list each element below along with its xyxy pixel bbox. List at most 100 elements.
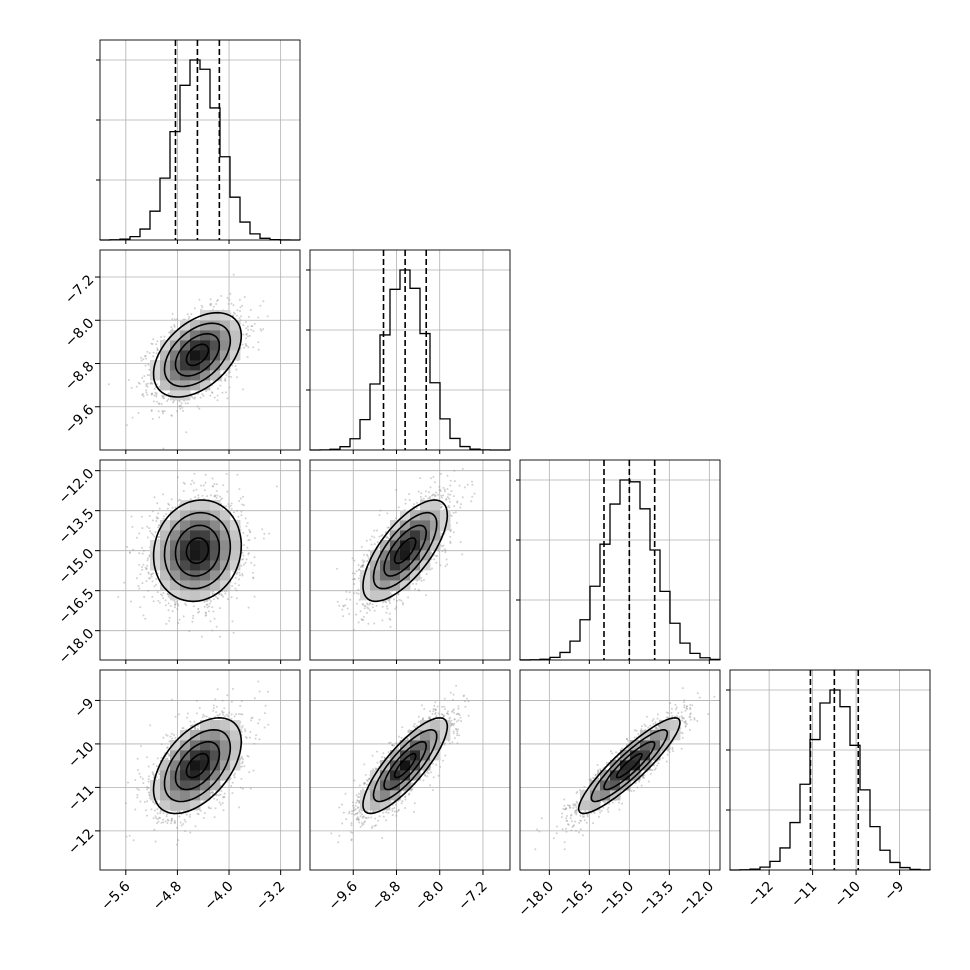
scatter-point (174, 715, 177, 718)
scatter-point (233, 774, 236, 777)
scatter-point (346, 607, 349, 610)
density-cell (610, 790, 621, 801)
density-cell (410, 730, 421, 741)
scatter-point (226, 598, 229, 601)
scatter-point (128, 834, 131, 837)
scatter-point (215, 496, 218, 499)
scatter-point (160, 593, 162, 596)
scatter-point (193, 307, 196, 310)
scatter-point (245, 736, 248, 739)
y-axis-4: −12−11−10−9 (65, 695, 100, 858)
scatter-point (439, 765, 442, 768)
scatter-point (171, 328, 174, 331)
scatter-point (363, 604, 366, 607)
scatter-point (375, 824, 377, 827)
scatter-point (368, 603, 371, 606)
panel-frame (99, 39, 301, 241)
scatter-point (449, 484, 452, 487)
scatter-point (178, 618, 181, 621)
scatter-point (141, 377, 144, 379)
scatter-point (194, 727, 197, 730)
scatter-point (640, 728, 643, 731)
scatter-point (191, 479, 194, 482)
scatter-point (184, 830, 187, 833)
x-tick-label: −12 (745, 878, 777, 910)
scatter-point (655, 727, 658, 730)
scatter-point (167, 819, 170, 822)
scatter-point (252, 576, 255, 579)
scatter-point (538, 830, 541, 833)
scatter-point (187, 317, 190, 320)
scatter-point (151, 392, 154, 395)
scatter-point (576, 802, 579, 804)
scatter-point (147, 778, 150, 781)
scatter-point (234, 312, 236, 315)
density-cell (210, 320, 221, 331)
scatter-point (357, 792, 360, 795)
scatter-point (161, 394, 164, 397)
scatter-point (267, 690, 270, 693)
density-cell (220, 530, 231, 541)
y-tick-label: −12.0 (56, 466, 98, 508)
scatter-point (376, 761, 379, 764)
scatter-point (232, 631, 235, 634)
scatter-point (158, 536, 161, 539)
scatter-point (689, 716, 692, 719)
density-cell (410, 760, 421, 771)
scatter-point (170, 698, 173, 701)
scatter-point (171, 610, 174, 613)
x-tick-label: −3.2 (253, 878, 288, 913)
scatter-point (583, 785, 586, 788)
scatter-point (443, 743, 446, 746)
scatter-point (145, 391, 148, 394)
scatter-point (470, 500, 473, 503)
scatter-point (645, 715, 648, 718)
scatter-point (264, 712, 266, 715)
scatter-point (353, 572, 356, 575)
scatter-point (253, 537, 256, 540)
scatter-point (242, 324, 245, 327)
scatter-point (245, 525, 248, 528)
scatter-point (473, 492, 476, 495)
density-cell (380, 550, 391, 561)
scatter-point (342, 615, 345, 618)
scatter-point (370, 816, 373, 819)
scatter-point (165, 604, 167, 607)
scatter-point (244, 517, 247, 520)
scatter-point (401, 726, 404, 729)
scatter-point (162, 395, 165, 398)
scatter-point (240, 564, 243, 567)
scatter-point (387, 811, 390, 814)
scatter-point (361, 619, 364, 622)
scatter-point (196, 699, 199, 702)
scatter-point (211, 593, 214, 596)
density-cell (180, 320, 191, 331)
scatter-point (168, 503, 171, 506)
density-cell (190, 740, 201, 751)
contour-line (362, 717, 449, 815)
scatter-point (395, 810, 398, 813)
density-cell (200, 760, 211, 771)
scatter-point (455, 521, 458, 524)
scatter-point (556, 825, 558, 828)
scatter-point (237, 584, 240, 587)
scatter-point (379, 509, 382, 512)
scatter-point (400, 802, 403, 805)
scatter-point (146, 559, 149, 562)
scatter-point (226, 490, 229, 493)
density-cell (190, 800, 201, 811)
density-cell (210, 770, 221, 781)
scatter-point (467, 700, 470, 703)
scatter-point (395, 814, 398, 817)
scatter-point (124, 802, 127, 805)
scatter-point (214, 495, 217, 498)
scatter-point (364, 782, 367, 785)
scatter-point (630, 790, 633, 792)
density-cell (190, 590, 201, 601)
scatter-point (249, 309, 252, 311)
scatter-point (395, 742, 398, 745)
scatter-point (448, 497, 451, 500)
scatter-point (342, 605, 345, 608)
scatter-point (140, 745, 143, 747)
density-cell (220, 570, 231, 581)
